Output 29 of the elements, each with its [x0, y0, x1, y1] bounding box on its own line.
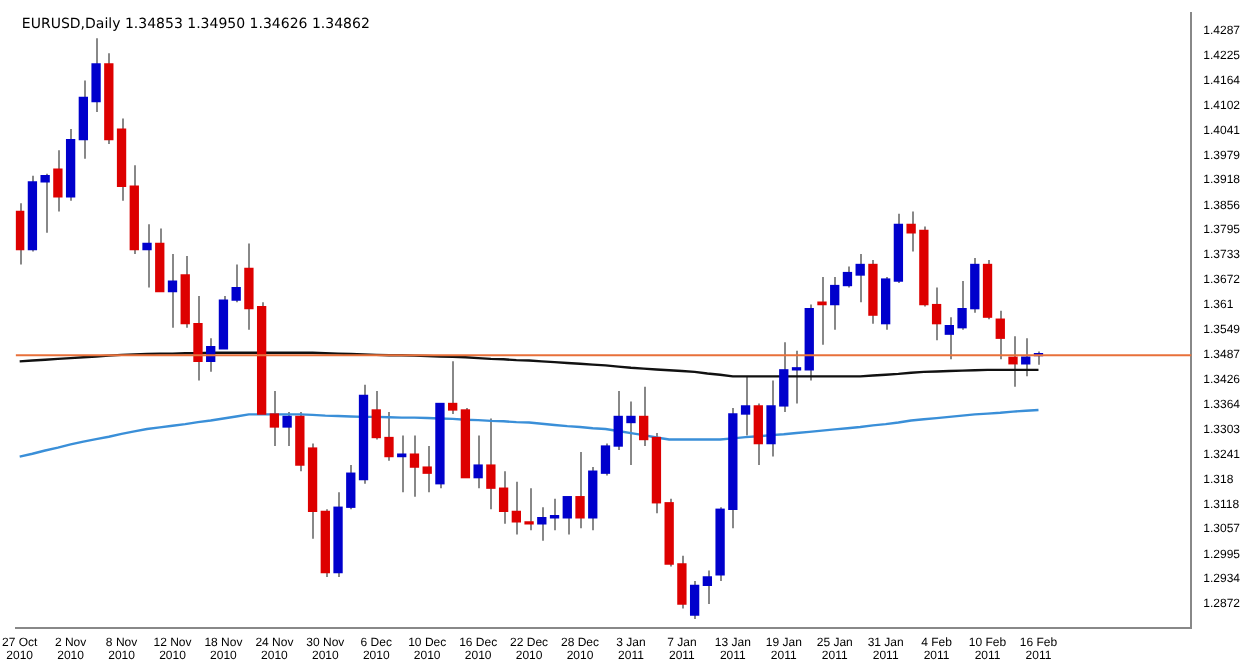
- candlestick: [830, 276, 840, 331]
- candlestick: [409, 434, 420, 498]
- candlestick: [53, 149, 63, 213]
- candlestick: [448, 360, 458, 416]
- candlestick: [995, 309, 1005, 361]
- candlestick: [740, 375, 751, 437]
- candlestick: [142, 223, 152, 289]
- candlestick: [562, 495, 572, 536]
- candlestick: [231, 263, 241, 304]
- candlestick: [167, 252, 178, 329]
- candlestick: [600, 442, 611, 477]
- candlestick: [753, 402, 763, 467]
- candlestick: [791, 349, 802, 405]
- candlestick: [855, 252, 865, 304]
- candlestick: [689, 579, 700, 621]
- candlestick: [15, 202, 25, 266]
- candlestick: [473, 434, 483, 490]
- candlestick: [422, 445, 432, 494]
- candlestick: [702, 569, 713, 606]
- candlestick: [282, 410, 292, 448]
- candlestick: [575, 451, 585, 530]
- candlestick: [842, 265, 853, 289]
- candlestick: [269, 389, 280, 448]
- candlestick: [397, 434, 407, 494]
- candlestick: [639, 385, 649, 448]
- candlestick: [537, 506, 547, 542]
- candlestick: [588, 466, 598, 532]
- candlestick: [881, 276, 891, 331]
- candlestick: [1008, 335, 1018, 388]
